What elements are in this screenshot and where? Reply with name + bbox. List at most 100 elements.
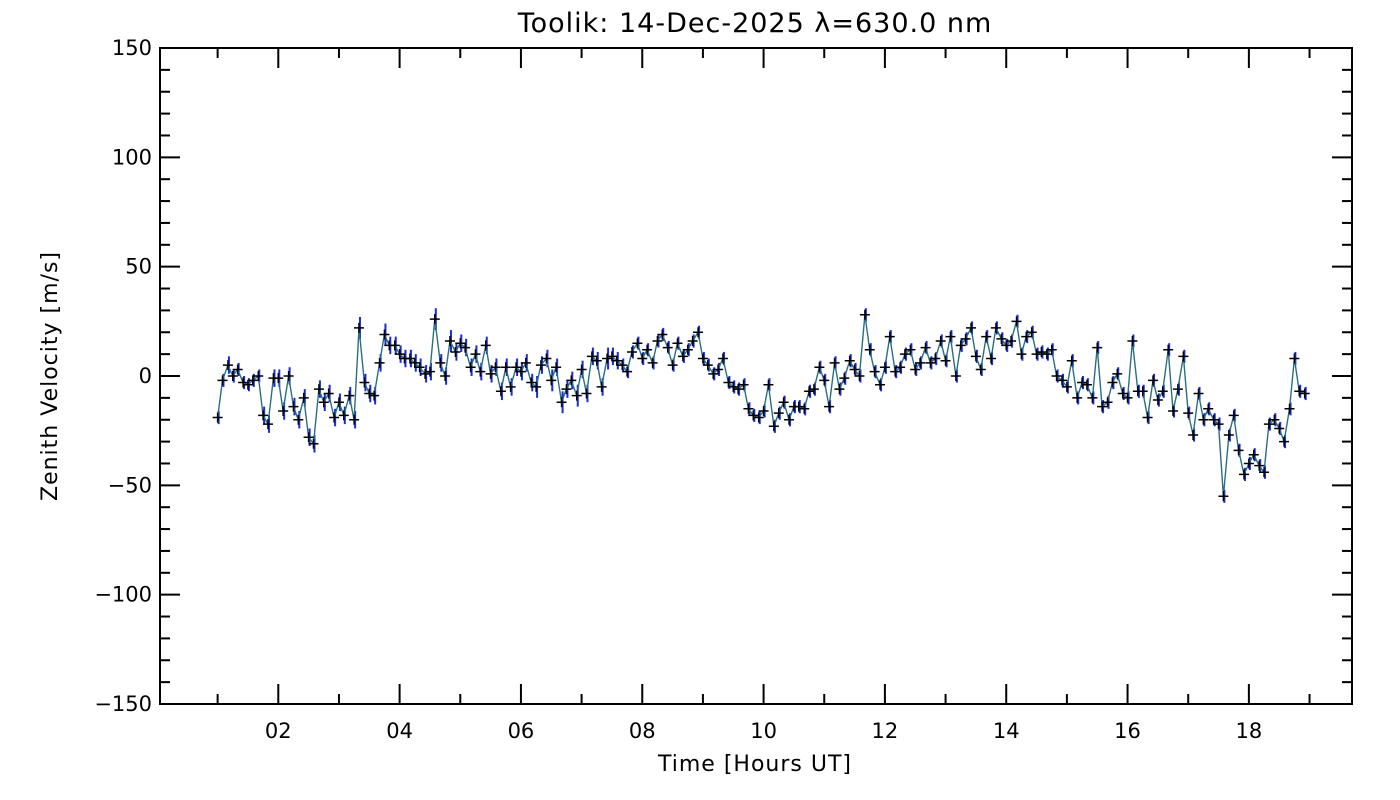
x-tick-label: 12 — [872, 719, 899, 743]
data-point — [986, 353, 997, 364]
data-point — [667, 360, 678, 371]
data-point — [409, 357, 420, 368]
data-point — [748, 410, 759, 421]
data-point — [784, 414, 795, 425]
data-point — [1183, 408, 1194, 419]
data-point — [642, 344, 653, 355]
axis-ticks — [160, 47, 1352, 705]
data-point — [602, 353, 613, 364]
data-point — [500, 362, 511, 373]
data-point — [1142, 412, 1153, 423]
data-point — [262, 419, 273, 430]
data-point — [1087, 392, 1098, 403]
x-tick-label: 08 — [629, 719, 656, 743]
data-point — [677, 351, 688, 362]
data-point — [1178, 351, 1189, 362]
data-point — [799, 403, 810, 414]
data-point — [1233, 445, 1244, 456]
data-point — [394, 349, 405, 360]
data-point — [470, 349, 481, 360]
data-point — [359, 377, 370, 388]
data-point — [793, 401, 804, 412]
data-point — [1001, 340, 1012, 351]
data-point — [713, 364, 724, 375]
data-point — [1107, 377, 1118, 388]
data-point — [596, 381, 607, 392]
data-point — [1254, 460, 1265, 471]
data-point — [960, 333, 971, 344]
data-point — [738, 379, 749, 390]
data-point — [1248, 449, 1259, 460]
data-point — [632, 338, 643, 349]
series-line — [216, 314, 1305, 497]
data-point — [1026, 327, 1037, 338]
data-point — [323, 388, 334, 399]
data-point — [1092, 342, 1103, 353]
data-point — [511, 362, 522, 373]
data-point — [611, 355, 622, 366]
data-point — [465, 362, 476, 373]
y-axis-label: Zenith Velocity [m/s] — [38, 251, 63, 501]
data-point — [864, 344, 875, 355]
data-point — [672, 338, 683, 349]
data-point — [1259, 467, 1270, 478]
data-point — [622, 366, 633, 377]
x-tick-label: 06 — [508, 719, 535, 743]
data-point — [743, 403, 754, 414]
data-point — [278, 405, 289, 416]
data-point — [227, 371, 238, 381]
data-point — [839, 373, 850, 384]
data-point — [940, 355, 951, 366]
data-point — [232, 364, 243, 375]
data-point — [1228, 410, 1239, 421]
data-point — [981, 331, 992, 342]
data-point — [1188, 430, 1199, 441]
data-point — [1223, 430, 1234, 441]
y-tick-label: 50 — [125, 255, 152, 279]
data-point — [338, 410, 349, 421]
data-point — [1289, 353, 1300, 364]
data-point — [1198, 414, 1209, 425]
data-point — [859, 309, 870, 320]
data-point — [212, 412, 223, 423]
data-point — [364, 388, 375, 399]
data-point — [313, 384, 324, 395]
data-point — [1243, 458, 1254, 469]
data-point — [824, 401, 835, 412]
data-point — [702, 360, 713, 371]
data-point — [804, 386, 815, 397]
data-point — [1269, 414, 1280, 425]
data-point — [869, 366, 880, 377]
data-point — [1097, 401, 1108, 412]
data-point — [758, 405, 769, 416]
y-tick-label: 100 — [112, 145, 152, 169]
data-point — [617, 360, 628, 371]
markers — [212, 309, 1310, 502]
data-point — [819, 375, 830, 386]
data-point — [556, 397, 567, 408]
data-point — [606, 351, 617, 362]
x-tick-labels: 02 04 06 08 10 12 14 16 18 — [265, 719, 1262, 743]
data-point — [1127, 336, 1138, 347]
data-point — [450, 346, 461, 357]
data-point — [693, 327, 704, 338]
data-point — [242, 379, 253, 390]
data-point — [687, 336, 698, 347]
data-point — [253, 371, 264, 381]
data-point — [996, 333, 1007, 344]
data-point — [1081, 379, 1092, 390]
data-point — [444, 336, 455, 347]
data-point — [682, 344, 693, 355]
data-point — [662, 342, 673, 353]
data-point — [915, 357, 926, 368]
data-point — [1274, 423, 1285, 434]
data-point — [1077, 377, 1088, 388]
data-point — [875, 379, 886, 390]
data-point — [531, 381, 542, 392]
data-point — [283, 371, 294, 381]
data-point — [1031, 349, 1042, 360]
data-point — [561, 384, 572, 395]
data-point — [930, 353, 941, 364]
data-point — [238, 377, 249, 388]
